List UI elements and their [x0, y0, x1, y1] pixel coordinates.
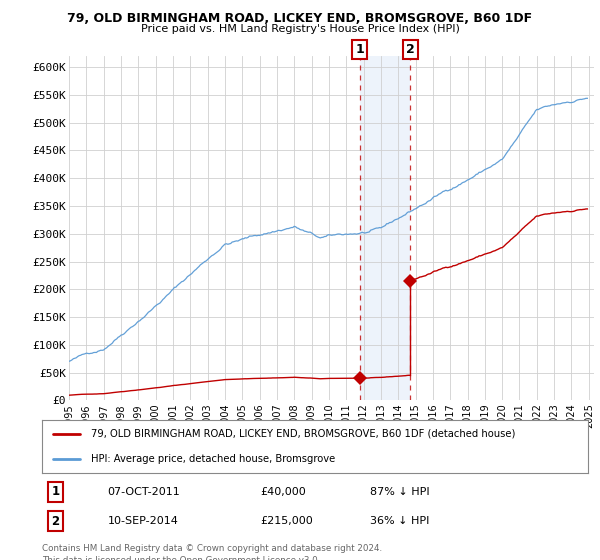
Text: 10-SEP-2014: 10-SEP-2014 [107, 516, 178, 526]
Text: Price paid vs. HM Land Registry's House Price Index (HPI): Price paid vs. HM Land Registry's House … [140, 24, 460, 34]
Text: £215,000: £215,000 [260, 516, 313, 526]
Text: £40,000: £40,000 [260, 487, 306, 497]
Text: 79, OLD BIRMINGHAM ROAD, LICKEY END, BROMSGROVE, B60 1DF (detached house): 79, OLD BIRMINGHAM ROAD, LICKEY END, BRO… [91, 429, 515, 439]
Text: 1: 1 [52, 485, 60, 498]
Text: 79, OLD BIRMINGHAM ROAD, LICKEY END, BROMSGROVE, B60 1DF: 79, OLD BIRMINGHAM ROAD, LICKEY END, BRO… [67, 12, 533, 25]
Text: 36% ↓ HPI: 36% ↓ HPI [370, 516, 429, 526]
Bar [359, 56, 410, 400]
Text: 2: 2 [406, 43, 415, 56]
Text: 2: 2 [52, 515, 60, 528]
Text: 87% ↓ HPI: 87% ↓ HPI [370, 487, 429, 497]
Text: HPI: Average price, detached house, Bromsgrove: HPI: Average price, detached house, Brom… [91, 454, 335, 464]
Text: Contains HM Land Registry data © Crown copyright and database right 2024.
This d: Contains HM Land Registry data © Crown c… [42, 544, 382, 560]
Text: 1: 1 [355, 43, 364, 56]
Text: 07-OCT-2011: 07-OCT-2011 [107, 487, 180, 497]
